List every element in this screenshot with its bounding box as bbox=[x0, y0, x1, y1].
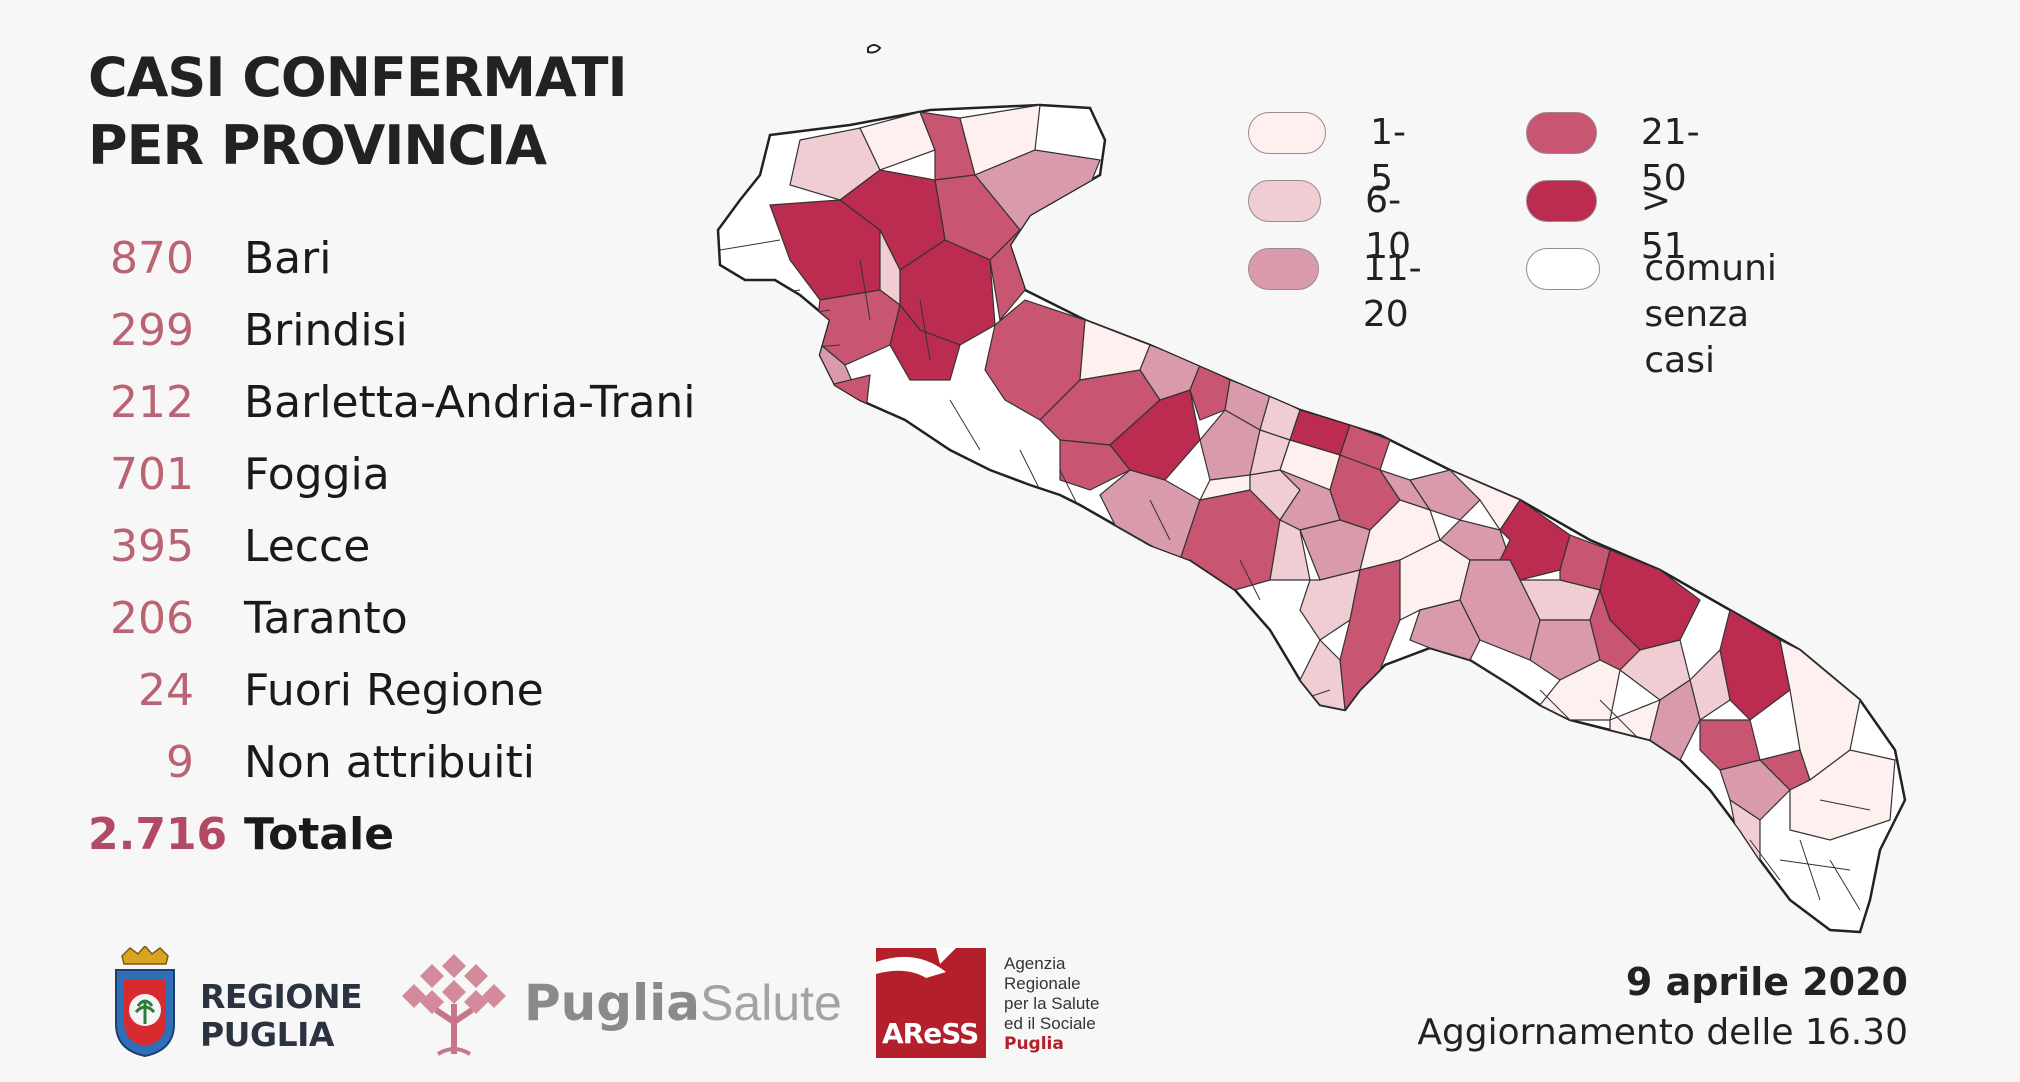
puglia-choropleth-map bbox=[716, 44, 1907, 934]
municipality-area bbox=[1059, 439, 1131, 491]
tree-icon bbox=[402, 954, 506, 1056]
municipality-area bbox=[1779, 638, 1861, 781]
aress-logo: AReSS Agenzia Regionale per la Salute ed… bbox=[876, 948, 1136, 1058]
title-line-2: PER PROVINCIA bbox=[88, 114, 547, 177]
puglia-salute-logo: PugliaSalute bbox=[402, 952, 842, 1056]
regione-line-1: REGIONE bbox=[200, 977, 363, 1016]
legend-label: 11-20 bbox=[1362, 248, 1422, 335]
province-name: Barletta-Andria-Trani bbox=[244, 376, 696, 428]
regione-puglia-logo: REGIONE PUGLIA bbox=[112, 946, 363, 1058]
province-value: 299 bbox=[110, 304, 194, 356]
total-label: Totale bbox=[244, 808, 395, 860]
title-line-1: CASI CONFERMATI bbox=[88, 46, 628, 109]
agenzia-line-3: per la Salute bbox=[1004, 994, 1100, 1013]
legend-label: > 51 bbox=[1640, 180, 1687, 267]
province-row-brindisi: 299 Brindisi bbox=[88, 294, 696, 366]
province-name: Foggia bbox=[244, 448, 390, 500]
legend-label: comuni senza casi bbox=[1644, 246, 1794, 384]
total-value: 2.716 bbox=[88, 808, 228, 860]
legend-label-line-1: comuni bbox=[1644, 248, 1777, 289]
province-row-bat: 212 Barletta-Andria-Trani bbox=[88, 366, 696, 438]
regione-line-2: PUGLIA bbox=[200, 1015, 334, 1054]
update-info: 9 aprile 2020 Aggiornamento delle 16.30 bbox=[1417, 960, 1908, 1053]
legend-label: 21-50 bbox=[1640, 112, 1700, 199]
province-value: 24 bbox=[138, 664, 194, 716]
legend-swatch bbox=[1526, 112, 1597, 154]
legend-swatch bbox=[1248, 112, 1327, 154]
legend-item-no-cases: comuni senza casi bbox=[1526, 248, 1795, 384]
province-row-non-attribuiti: 9 Non attribuiti bbox=[88, 726, 696, 798]
legend-item-1-5: 1-5 bbox=[1248, 112, 1420, 202]
municipality-area bbox=[1439, 519, 1511, 561]
municipality-area bbox=[1459, 559, 1541, 661]
aress-swoosh-icon bbox=[876, 948, 956, 978]
regione-puglia-crest-icon bbox=[115, 946, 175, 1058]
province-value: 9 bbox=[166, 736, 194, 788]
aress-badge: AReSS bbox=[876, 948, 986, 1058]
province-name: Fuori Regione bbox=[244, 664, 544, 716]
province-name: Bari bbox=[244, 232, 332, 284]
legend-item-21-50: 21-50 bbox=[1526, 112, 1721, 202]
update-date: 9 aprile 2020 bbox=[1625, 960, 1908, 1004]
province-value: 212 bbox=[110, 376, 194, 428]
legend-swatch bbox=[1526, 248, 1601, 290]
agenzia-line-4: ed il Sociale bbox=[1004, 1014, 1096, 1033]
province-row-bari: 870 Bari bbox=[88, 222, 696, 294]
province-list: 870 Bari 299 Brindisi 212 Barletta-Andri… bbox=[88, 222, 696, 870]
puglia-salute-light: Salute bbox=[700, 975, 842, 1031]
legend-item-6-10: 6-10 bbox=[1248, 180, 1430, 270]
legend-label-line-2: senza casi bbox=[1644, 294, 1750, 381]
province-value: 395 bbox=[110, 520, 194, 572]
municipality-area bbox=[1789, 749, 1896, 841]
province-name: Non attribuiti bbox=[244, 736, 536, 788]
legend-item-over-51: > 51 bbox=[1526, 180, 1708, 270]
province-row-lecce: 395 Lecce bbox=[88, 510, 696, 582]
province-value: 870 bbox=[110, 232, 194, 284]
legend-label: 6-10 bbox=[1365, 180, 1411, 267]
legend-swatch bbox=[1526, 180, 1597, 222]
legend-label: 1-5 bbox=[1370, 112, 1407, 199]
agenzia-line-1: Agenzia bbox=[1004, 954, 1066, 973]
municipality-area bbox=[889, 303, 961, 381]
municipality-area bbox=[1609, 699, 1661, 741]
total-row: 2.716 Totale bbox=[88, 798, 696, 870]
municipality-area bbox=[1299, 638, 1346, 711]
legend-swatch bbox=[1248, 180, 1322, 222]
province-row-taranto: 206 Taranto bbox=[88, 582, 696, 654]
legend-item-11-20: 11-20 bbox=[1248, 248, 1443, 338]
aress-text: AReSS bbox=[882, 1017, 979, 1050]
tremiti-islands-icon bbox=[867, 44, 882, 54]
agenzia-line-2: Regionale bbox=[1004, 974, 1081, 993]
province-value: 701 bbox=[110, 448, 194, 500]
puglia-salute-bold: Puglia bbox=[524, 974, 701, 1032]
province-name: Taranto bbox=[244, 592, 408, 644]
agenzia-line-5: Puglia bbox=[1004, 1034, 1064, 1054]
update-time: Aggiornamento delle 16.30 bbox=[1417, 1012, 1908, 1053]
province-name: Brindisi bbox=[244, 304, 408, 356]
municipality-area bbox=[1489, 703, 1551, 761]
province-row-foggia: 701 Foggia bbox=[88, 438, 696, 510]
province-row-fuori-regione: 24 Fuori Regione bbox=[88, 654, 696, 726]
province-value: 206 bbox=[110, 592, 194, 644]
province-name: Lecce bbox=[244, 520, 371, 572]
legend-swatch bbox=[1248, 248, 1319, 290]
page-title: CASI CONFERMATI PER PROVINCIA bbox=[88, 44, 628, 180]
